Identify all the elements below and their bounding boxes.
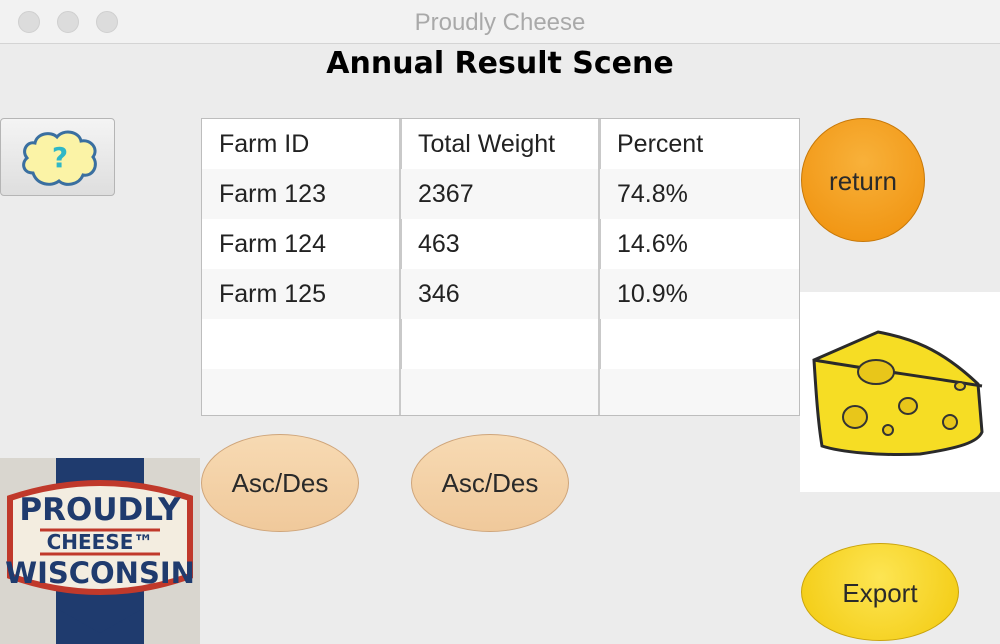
table-cell-empty bbox=[600, 319, 799, 369]
table-cell-empty bbox=[600, 369, 799, 415]
table-cell[interactable]: 463 bbox=[418, 230, 460, 258]
results-table: Farm ID Farm 123 Farm 124 Farm 125 Total… bbox=[201, 118, 800, 416]
logo-text-wisconsin: WISCONSIN bbox=[5, 556, 195, 590]
column-total-weight: Total Weight 2367 463 346 bbox=[401, 119, 601, 415]
help-button[interactable]: ? bbox=[0, 118, 115, 196]
sort-total-weight-button[interactable]: Asc/Des bbox=[411, 434, 569, 532]
table-cell[interactable]: Farm 125 bbox=[202, 269, 399, 319]
column-farm-id: Farm ID Farm 123 Farm 124 Farm 125 bbox=[202, 119, 402, 415]
minimize-window-button[interactable] bbox=[57, 11, 79, 33]
cheese-image bbox=[800, 292, 1000, 492]
table-cell[interactable]: Farm 123 bbox=[202, 169, 399, 219]
table-cell-empty bbox=[401, 319, 598, 369]
logo-text-cheese: CHEESE™ bbox=[46, 530, 154, 554]
table-cell[interactable]: 2367 bbox=[401, 169, 598, 219]
export-button[interactable]: Export bbox=[801, 543, 959, 641]
close-window-button[interactable] bbox=[18, 11, 40, 33]
svg-text:?: ? bbox=[52, 141, 68, 174]
zoom-window-button[interactable] bbox=[96, 11, 118, 33]
table-cell[interactable]: 74.8% bbox=[600, 169, 799, 219]
column-header-percent[interactable]: Percent bbox=[617, 130, 704, 158]
window-title: Proudly Cheese bbox=[414, 9, 586, 36]
logo-text-proudly: PROUDLY bbox=[19, 492, 181, 528]
question-cloud-icon: ? bbox=[22, 130, 97, 186]
proudly-cheese-wisconsin-logo: PROUDLY CHEESE™ WISCONSIN bbox=[0, 458, 200, 644]
sort-farm-id-button[interactable]: Asc/Des bbox=[201, 434, 359, 532]
column-header-total-weight[interactable]: Total Weight bbox=[418, 130, 556, 158]
table-cell-empty bbox=[202, 369, 399, 415]
table-cell[interactable]: 346 bbox=[401, 269, 598, 319]
return-button[interactable]: return bbox=[801, 118, 925, 242]
column-header-farm-id[interactable]: Farm ID bbox=[219, 130, 310, 158]
table-cell[interactable]: 14.6% bbox=[617, 230, 688, 258]
window-titlebar: Proudly Cheese bbox=[0, 0, 1000, 44]
table-cell-empty bbox=[401, 369, 598, 415]
table-cell-empty bbox=[202, 319, 399, 369]
column-percent: Percent 74.8% 14.6% 10.9% bbox=[600, 119, 799, 415]
table-cell[interactable]: 10.9% bbox=[600, 269, 799, 319]
table-cell[interactable]: Farm 124 bbox=[219, 230, 326, 258]
scene-title: Annual Result Scene bbox=[326, 46, 674, 81]
